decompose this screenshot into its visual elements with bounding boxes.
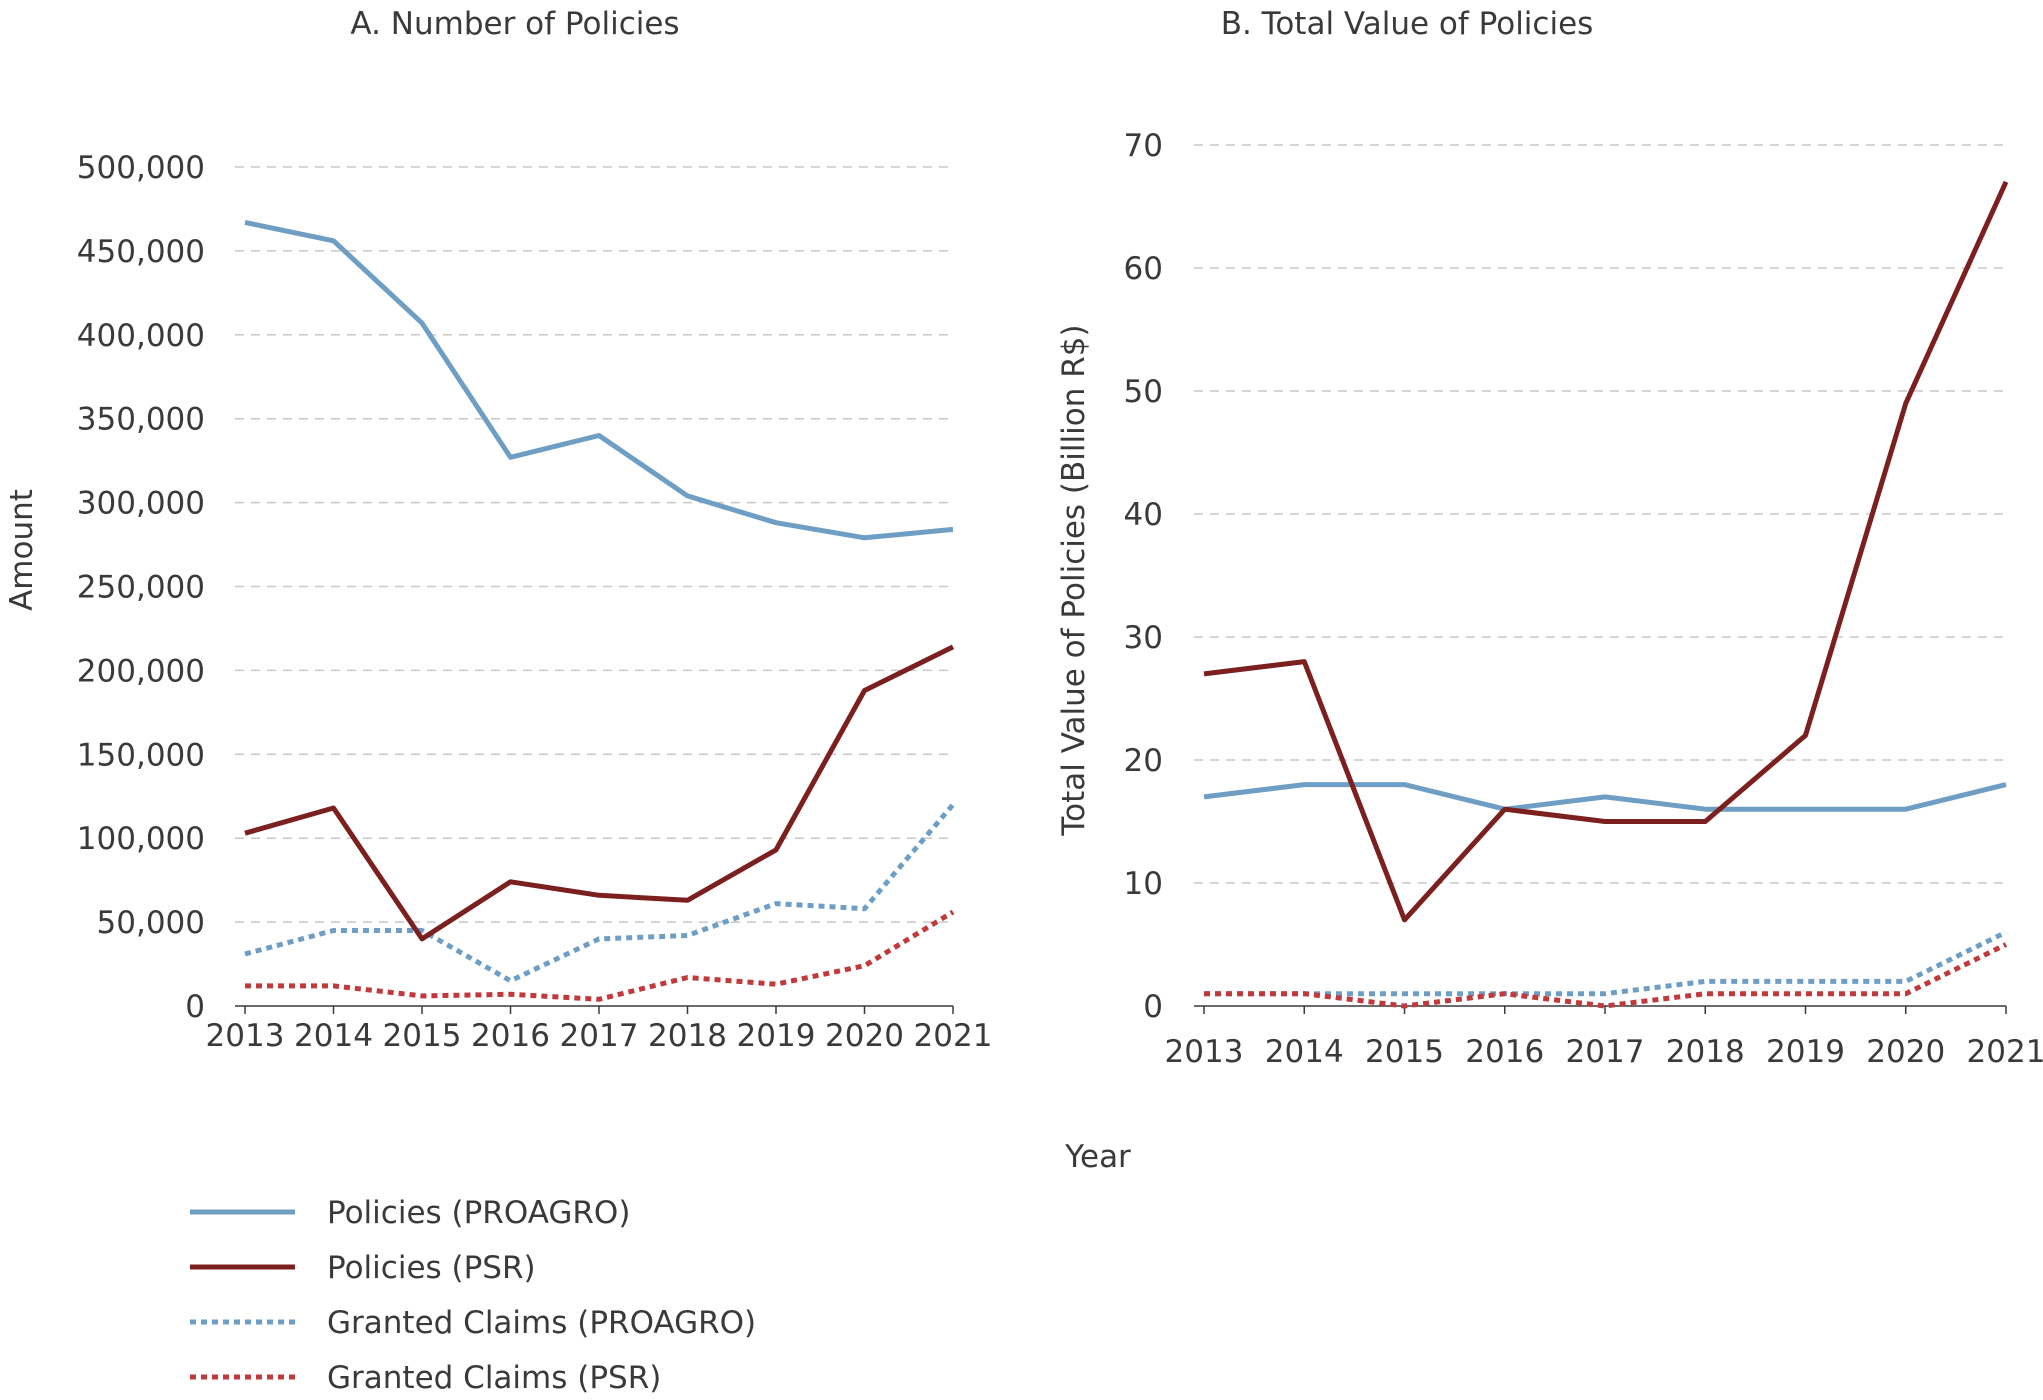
legend-label: Policies (PSR) xyxy=(327,1250,536,1286)
x-tick-label: 2014 xyxy=(294,1018,373,1054)
y-tick-label: 70 xyxy=(1124,128,1163,164)
series-line-policies-proagro xyxy=(1203,782,2007,812)
x-tick-label: 2021 xyxy=(914,1018,993,1054)
y-tick-label: 10 xyxy=(1124,866,1163,902)
panel-b-total-value: B. Total Value of Policies Total Value of… xyxy=(1056,6,2043,1070)
y-tick-label: 200,000 xyxy=(77,653,205,689)
x-tick-label: 2017 xyxy=(560,1018,639,1054)
panel-a-number-of-policies: A. Number of Policies Amount 0 50,000 100,00… xyxy=(4,6,992,1054)
series-line-policies-psr xyxy=(244,644,955,942)
legend-label: Policies (PROAGRO) xyxy=(327,1195,630,1231)
series-line-granted-claims-proagro xyxy=(244,802,955,984)
y-tick-label: 20 xyxy=(1124,743,1163,779)
x-tick-label: 2021 xyxy=(1967,1034,2043,1070)
series-line-granted-claims-proagro xyxy=(1204,929,2008,997)
legend: Policies (PROAGRO) Policies (PSR) Granted … xyxy=(190,1195,756,1396)
legend-label: Granted Claims (PSR) xyxy=(327,1360,661,1396)
x-tick-label: 2019 xyxy=(737,1018,816,1054)
x-tick-label: 2018 xyxy=(648,1018,727,1054)
y-tick-label: 300,000 xyxy=(77,486,205,522)
y-tick-label: 500,000 xyxy=(77,150,205,186)
series-line-granted-claims-psr xyxy=(1204,942,2008,1009)
x-tick-label: 2015 xyxy=(383,1018,462,1054)
x-tick-label: 2018 xyxy=(1666,1034,1745,1070)
series-line-policies-psr xyxy=(1203,180,2009,923)
x-tick-label: 2016 xyxy=(1465,1034,1544,1070)
series-line-policies-proagro xyxy=(244,219,954,541)
panel-title: A. Number of Policies xyxy=(350,6,679,42)
y-tick-label: 400,000 xyxy=(77,318,205,354)
y-axis-label: Amount xyxy=(4,489,40,611)
x-tick-label: 2013 xyxy=(206,1018,285,1054)
y-tick-label: 100,000 xyxy=(77,821,205,857)
x-tick-label: 2020 xyxy=(1866,1034,1945,1070)
x-tick-label: 2016 xyxy=(471,1018,550,1054)
y-axis-label: Total Value of Policies (Billion R$) xyxy=(1056,324,1092,836)
y-tick-label: 350,000 xyxy=(77,402,205,438)
series-line-granted-claims-psr xyxy=(245,909,955,1002)
x-tick-label: 2020 xyxy=(825,1018,904,1054)
x-tick-label: 2015 xyxy=(1365,1034,1444,1070)
y-tick-label: 450,000 xyxy=(77,234,205,270)
legend-label: Granted Claims (PROAGRO) xyxy=(327,1305,756,1341)
y-tick-label: 50 xyxy=(1124,374,1163,410)
x-tick-label: 2013 xyxy=(1165,1034,1244,1070)
y-tick-label: 150,000 xyxy=(77,737,205,773)
x-tick-label: 2017 xyxy=(1566,1034,1645,1070)
y-tick-label: 50,000 xyxy=(97,905,205,941)
shared-x-axis-label: Year xyxy=(1064,1139,1131,1175)
y-tick-label: 0 xyxy=(1143,989,1163,1025)
x-tick-label: 2019 xyxy=(1766,1034,1845,1070)
panel-title: B. Total Value of Policies xyxy=(1221,6,1594,42)
y-tick-label: 60 xyxy=(1124,251,1163,287)
y-tick-label: 30 xyxy=(1124,620,1163,656)
y-tick-label: 40 xyxy=(1124,497,1163,533)
y-tick-label: 0 xyxy=(185,989,205,1025)
y-tick-label: 250,000 xyxy=(77,570,205,606)
x-tick-label: 2014 xyxy=(1265,1034,1344,1070)
